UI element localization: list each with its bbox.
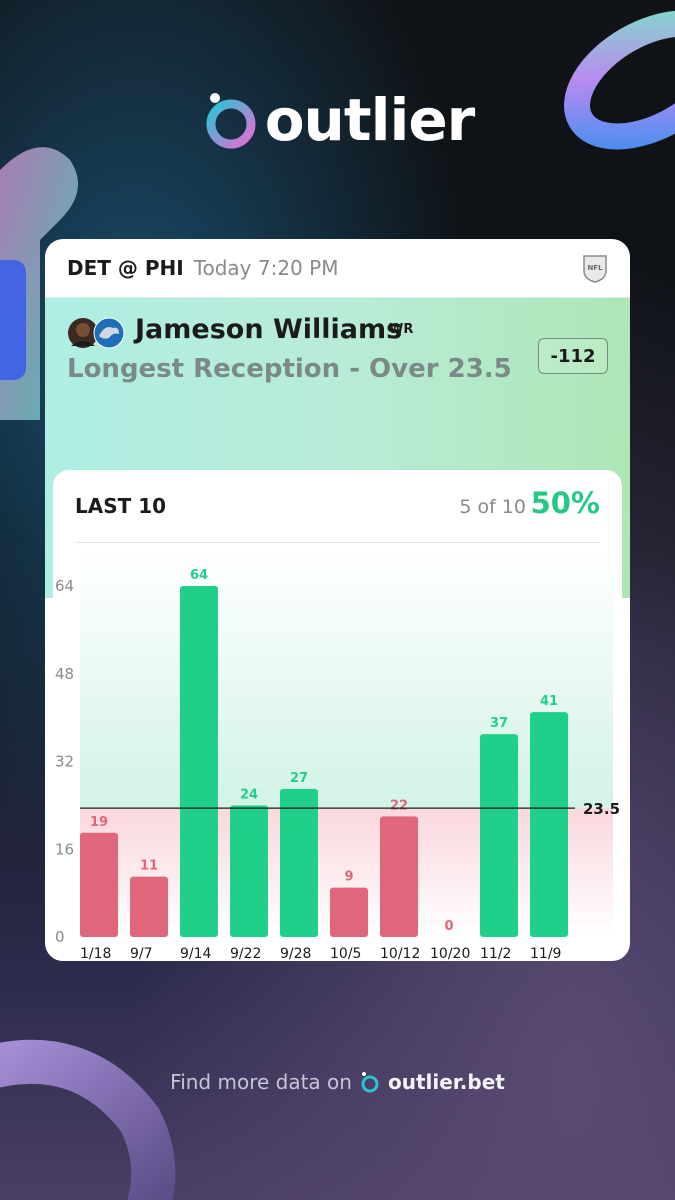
x-tick-label: 9/7 [130, 946, 153, 961]
player-section: Jameson Williams WR Longest Reception - … [45, 298, 630, 961]
bar [530, 712, 568, 937]
game-time: Today 7:20 PM [193, 256, 339, 280]
hit-rate: 50% [530, 486, 600, 520]
market-line: Longest Reception - Over 23.5 [67, 354, 512, 384]
y-tick-label: 0 [55, 928, 65, 946]
decorative-shape-left [0, 147, 78, 420]
logo-text: outlier [264, 86, 476, 154]
bar-value-label: 11 [140, 859, 158, 874]
player-name: Jameson Williams [135, 314, 403, 345]
footer: Find more data on outlier.bet [0, 1070, 675, 1094]
bar [180, 586, 218, 937]
x-tick-label: 9/14 [180, 946, 212, 961]
x-tick-label: 10/20 [430, 946, 470, 961]
bar-value-label: 19 [90, 815, 108, 830]
player-position: WR [389, 322, 414, 337]
x-tick-label: 11/2 [480, 946, 511, 961]
bar [80, 832, 118, 937]
bar-chart: 016324864191/18vsWAS119/7@GB649/14vsCHI2… [55, 550, 620, 961]
bar [230, 805, 268, 937]
bar-value-label: 9 [344, 870, 353, 885]
y-tick-label: 64 [55, 577, 74, 595]
bar-value-label: 24 [240, 787, 258, 802]
bar [130, 876, 168, 937]
threshold-label: 23.5 [583, 800, 620, 818]
bar [480, 734, 518, 937]
x-tick-label: 11/9 [530, 946, 561, 961]
divider [75, 542, 600, 543]
nfl-shield-icon: NFL [583, 255, 607, 283]
x-tick-label: 10/12 [380, 946, 420, 961]
matchup: DET @ PHI [67, 256, 184, 280]
odds-button[interactable]: -112 [538, 338, 608, 374]
bar [380, 816, 418, 937]
over-zone [80, 550, 613, 809]
hit-count: 5 of 10 [459, 496, 526, 518]
outlier-small-icon [361, 1072, 379, 1093]
x-tick-label: 9/28 [280, 946, 311, 961]
bar-value-label: 37 [490, 716, 508, 731]
bar-value-label: 22 [390, 798, 408, 813]
decorative-ring-bottom-left [0, 1039, 176, 1200]
bar [280, 788, 318, 937]
bar [330, 887, 368, 937]
range-label: LAST 10 [75, 494, 167, 518]
y-tick-label: 48 [55, 665, 74, 683]
game-header: DET @ PHI Today 7:20 PM NFL [45, 239, 630, 298]
x-tick-label: 10/5 [330, 946, 361, 961]
bar-value-label: 41 [540, 694, 558, 709]
footer-text: Find more data on [170, 1070, 352, 1094]
bar-value-label: 0 [444, 919, 453, 934]
bar-value-label: 64 [190, 568, 208, 583]
x-tick-label: 1/18 [80, 946, 111, 961]
decorative-ring-top-right [564, 10, 675, 150]
prop-card: DET @ PHI Today 7:20 PM NFL Jameson Will… [45, 239, 630, 961]
last-10-panel: LAST 10 5 of 10 50% 0 16 32 48 64 19 1/18 vs WAS… [53, 470, 622, 961]
y-tick-label: 32 [55, 753, 74, 771]
y-tick-label: 16 [55, 840, 74, 858]
bar-value-label: 27 [290, 771, 308, 786]
outlier-logo-icon [206, 93, 256, 149]
outlier-logo: outlier [0, 90, 675, 150]
x-tick-label: 9/22 [230, 946, 261, 961]
player-avatar [68, 317, 125, 349]
footer-link[interactable]: outlier.bet [387, 1070, 505, 1094]
svg-text:NFL: NFL [587, 264, 603, 272]
